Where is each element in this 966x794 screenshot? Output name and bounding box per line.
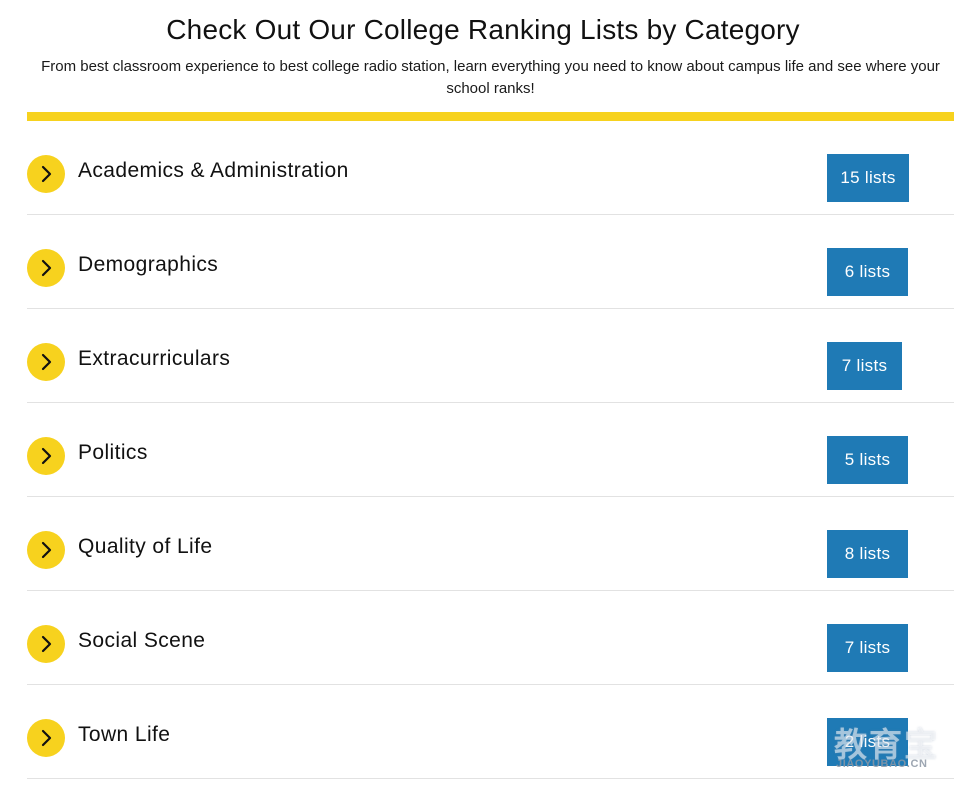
lists-count-badge[interactable]: 15 lists	[827, 154, 909, 202]
category-row-extracurriculars[interactable]: Extracurriculars 7 lists	[27, 309, 954, 403]
lists-count-badge[interactable]: 8 lists	[827, 530, 908, 578]
category-label[interactable]: Academics & Administration	[78, 159, 349, 182]
chevron-right-icon[interactable]	[27, 249, 65, 287]
page-title: Check Out Our College Ranking Lists by C…	[166, 14, 800, 45]
chevron-right-icon[interactable]	[27, 343, 65, 381]
category-label[interactable]: Politics	[78, 441, 148, 464]
category-label[interactable]: Demographics	[78, 253, 219, 276]
page-subtitle: From best classroom experience to best c…	[41, 58, 940, 97]
category-row-quality-of-life[interactable]: Quality of Life 8 lists	[27, 497, 954, 591]
chevron-right-icon[interactable]	[27, 155, 65, 193]
chevron-right-icon[interactable]	[27, 437, 65, 475]
category-row-town-life[interactable]: Town Life 2 lists	[27, 685, 954, 779]
chevron-right-icon[interactable]	[27, 531, 65, 569]
chevron-right-icon[interactable]	[27, 719, 65, 757]
chevron-right-icon[interactable]	[27, 625, 65, 663]
category-row-politics[interactable]: Politics 5 lists	[27, 403, 954, 497]
lists-count-badge[interactable]: 7 lists	[827, 624, 908, 672]
category-row-demographics[interactable]: Demographics 6 lists	[27, 215, 954, 309]
category-label[interactable]: Social Scene	[78, 629, 206, 652]
lists-count-badge[interactable]: 2 lists	[827, 718, 908, 766]
category-row-social-scene[interactable]: Social Scene 7 lists	[27, 591, 954, 685]
lists-count-badge[interactable]: 7 lists	[827, 342, 902, 390]
category-label[interactable]: Town Life	[78, 723, 171, 746]
category-list: Academics & Administration 15 lists Demo…	[27, 121, 954, 779]
lists-count-badge[interactable]: 6 lists	[827, 248, 908, 296]
accent-divider	[27, 112, 954, 121]
category-label[interactable]: Extracurriculars	[78, 347, 231, 370]
category-label[interactable]: Quality of Life	[78, 535, 213, 558]
lists-count-badge[interactable]: 5 lists	[827, 436, 908, 484]
category-row-academics-administration[interactable]: Academics & Administration 15 lists	[27, 121, 954, 215]
